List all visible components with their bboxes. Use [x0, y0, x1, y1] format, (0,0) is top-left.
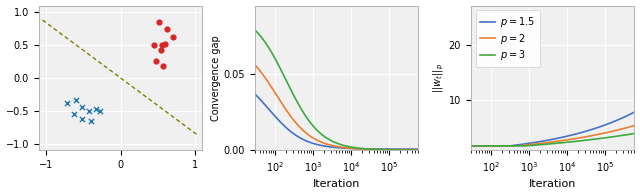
- $p = 3$: [562, 141, 570, 144]
- Point: [158, 65, 168, 68]
- $p = 1.5$: [572, 133, 579, 135]
- Point: [156, 48, 166, 51]
- $p = 2$: [608, 130, 616, 133]
- $p = 3$: [467, 145, 475, 147]
- $p = 3$: [566, 141, 574, 143]
- $p = 1.5$: [467, 145, 475, 147]
- $p = 3$: [477, 145, 484, 147]
- Point: [160, 42, 170, 45]
- $p = 1.5$: [608, 121, 616, 124]
- $p = 3$: [572, 140, 579, 143]
- Y-axis label: $||w_t||_p$: $||w_t||_p$: [431, 63, 446, 93]
- Point: [62, 101, 72, 105]
- $p = 2$: [630, 124, 638, 127]
- Point: [91, 107, 101, 110]
- X-axis label: Iteration: Iteration: [529, 179, 576, 190]
- Legend: $p = 1.5$, $p = 2$, $p = 3$: $p = 1.5$, $p = 2$, $p = 3$: [476, 10, 540, 67]
- Point: [69, 112, 79, 115]
- Line: $p = 2$: $p = 2$: [471, 126, 634, 146]
- $p = 2$: [591, 134, 599, 136]
- $p = 2$: [572, 137, 579, 140]
- Point: [154, 20, 164, 24]
- Y-axis label: Convergence gap: Convergence gap: [211, 35, 221, 121]
- Point: [149, 43, 159, 47]
- Point: [95, 109, 105, 113]
- $p = 2$: [467, 145, 475, 147]
- $p = 3$: [591, 138, 599, 140]
- $p = 1.5$: [591, 127, 599, 130]
- Point: [77, 105, 87, 108]
- $p = 2$: [477, 145, 484, 147]
- $p = 1.5$: [566, 134, 574, 137]
- Line: $p = 1.5$: $p = 1.5$: [471, 112, 634, 146]
- $p = 1.5$: [630, 111, 638, 113]
- $p = 3$: [630, 132, 638, 135]
- Point: [77, 117, 87, 120]
- Point: [71, 99, 81, 102]
- Point: [163, 27, 173, 30]
- Point: [151, 59, 161, 62]
- $p = 1.5$: [477, 145, 484, 147]
- $p = 2$: [562, 139, 570, 141]
- X-axis label: Iteration: Iteration: [313, 179, 360, 190]
- $p = 1.5$: [562, 135, 570, 138]
- $p = 3$: [608, 136, 616, 138]
- Point: [86, 119, 96, 122]
- Point: [168, 36, 178, 39]
- Point: [83, 109, 93, 113]
- Line: $p = 3$: $p = 3$: [471, 134, 634, 146]
- Point: [156, 43, 166, 47]
- $p = 2$: [566, 138, 574, 141]
